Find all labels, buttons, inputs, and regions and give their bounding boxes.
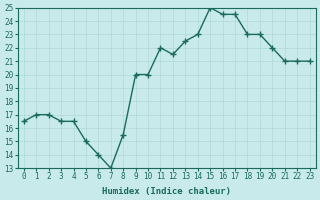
X-axis label: Humidex (Indice chaleur): Humidex (Indice chaleur) bbox=[102, 187, 231, 196]
